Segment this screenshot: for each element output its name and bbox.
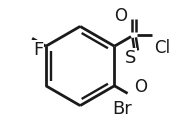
- Text: Cl: Cl: [154, 39, 170, 56]
- Text: O: O: [134, 78, 147, 96]
- Text: S: S: [125, 49, 136, 67]
- Text: Br: Br: [112, 100, 132, 118]
- Text: F: F: [33, 41, 43, 59]
- Text: O: O: [114, 7, 127, 25]
